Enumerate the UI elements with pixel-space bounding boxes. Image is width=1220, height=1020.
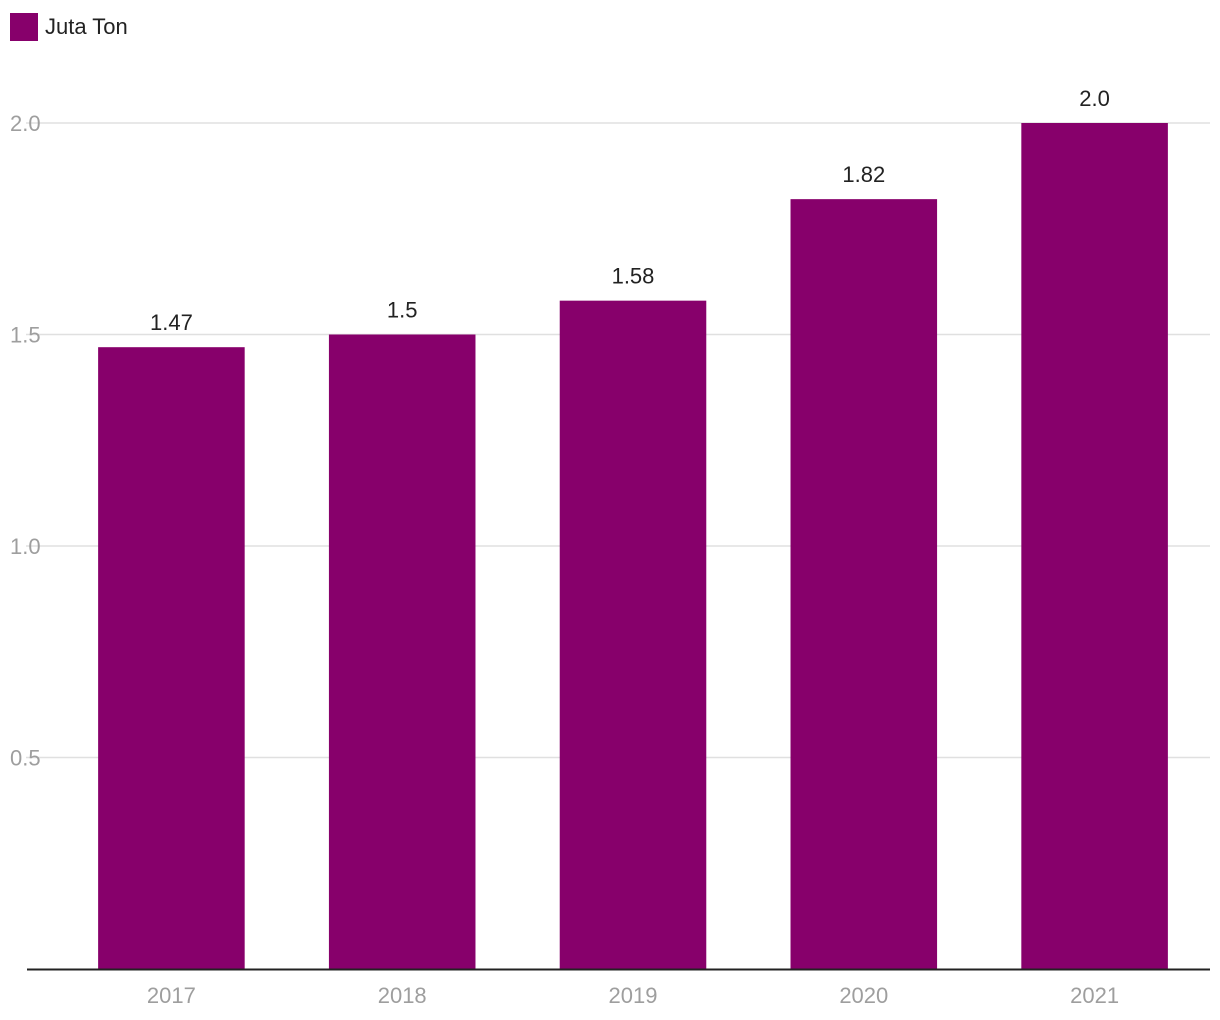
x-tick-label: 2020 — [839, 983, 888, 1008]
x-tick-label: 2018 — [378, 983, 427, 1008]
legend-swatch — [10, 13, 38, 41]
bar — [1021, 123, 1168, 969]
legend: Juta Ton — [10, 13, 128, 41]
data-label: 2.0 — [1079, 86, 1110, 111]
x-tick-label: 2021 — [1070, 983, 1119, 1008]
data-label: 1.47 — [150, 310, 193, 335]
bar — [790, 199, 938, 969]
x-tick-label: 2019 — [609, 983, 658, 1008]
data-label: 1.82 — [842, 162, 885, 187]
legend-label: Juta Ton — [45, 14, 128, 39]
data-label: 1.5 — [387, 298, 418, 323]
x-tick-label: 2017 — [147, 983, 196, 1008]
y-tick-label: 1.5 — [10, 323, 41, 348]
y-tick-label: 1.0 — [10, 534, 41, 559]
bar — [559, 300, 707, 969]
data-label: 1.58 — [612, 264, 655, 289]
bar — [328, 334, 476, 969]
y-tick-label: 0.5 — [10, 746, 41, 771]
bar — [98, 347, 245, 969]
y-tick-label: 2.0 — [10, 111, 41, 136]
